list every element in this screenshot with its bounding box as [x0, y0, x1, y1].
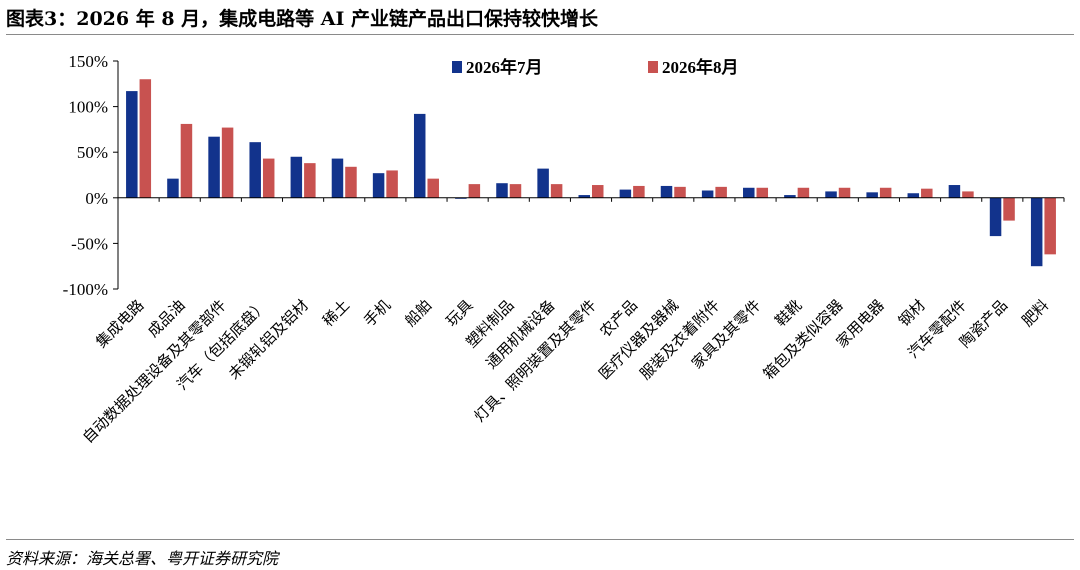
- bar-aug: [221, 127, 234, 198]
- y-tick-label: -100%: [63, 280, 108, 299]
- bar-aug: [509, 184, 522, 198]
- bar-jul: [496, 183, 508, 198]
- bar-aug: [962, 191, 974, 198]
- y-tick-label: 0%: [85, 189, 108, 208]
- bar-aug: [262, 158, 275, 198]
- bar-aug: [921, 188, 933, 198]
- bar-jul: [413, 113, 426, 198]
- bar-aug: [139, 79, 152, 198]
- category-label: 肥料: [1018, 296, 1052, 330]
- bar-jul: [743, 187, 755, 198]
- bar-aug: [180, 123, 193, 198]
- bar-jul: [537, 168, 549, 198]
- bar-jul: [907, 193, 920, 198]
- legend-swatch: [452, 61, 462, 73]
- legend-label: 2026年8月: [662, 57, 739, 77]
- y-tick-label: 50%: [77, 143, 108, 162]
- bar-jul: [249, 142, 261, 198]
- bar-jul: [208, 136, 220, 198]
- bar-aug: [633, 185, 645, 198]
- legend-label: 2026年7月: [466, 57, 543, 77]
- y-tick-label: -50%: [71, 234, 108, 253]
- x-axis: 集成电路成品油自动数据处理设备及其零部件汽车（包括底盘）未锻轧铝及铝材 稀土 手机船…: [79, 197, 1065, 447]
- bar-jul: [167, 178, 179, 198]
- bar-jul: [578, 195, 590, 198]
- bar-jul: [290, 156, 303, 198]
- title-divider: [6, 34, 1074, 35]
- category-label: 稀土: [319, 296, 353, 330]
- legend: 2026年7月 2026年8月: [452, 57, 739, 77]
- bar-jul: [948, 185, 961, 198]
- bar-aug: [756, 187, 769, 198]
- source-note: 资料来源：海关总署、粤开证券研究院: [6, 549, 279, 568]
- bar-aug: [674, 186, 686, 198]
- legend-swatch: [648, 61, 658, 73]
- y-axis: -100% -50% 0% 50% 100% 150%: [63, 52, 119, 299]
- bar-jul: [825, 191, 837, 198]
- category-label: 钢材: [895, 296, 929, 330]
- category-label: 手机: [360, 296, 394, 330]
- source-divider: [6, 539, 1074, 540]
- bar-jul: [866, 192, 878, 198]
- bar-aug: [427, 178, 439, 198]
- bar-aug: [386, 170, 398, 198]
- bar-aug: [468, 184, 481, 198]
- category-label: 船舶: [401, 296, 435, 330]
- bars: [126, 79, 1056, 267]
- bar-jul: [372, 173, 385, 198]
- bar-jul: [331, 158, 344, 198]
- bar-aug: [550, 184, 563, 198]
- y-tick-label: 100%: [68, 98, 108, 117]
- bar-jul: [126, 91, 138, 198]
- bar-aug: [879, 187, 892, 198]
- bar-aug: [797, 187, 810, 198]
- bar-aug: [1044, 197, 1056, 255]
- bar-aug: [838, 187, 851, 198]
- y-tick-label: 150%: [68, 52, 108, 71]
- bar-jul: [660, 185, 673, 198]
- bar-aug: [345, 166, 357, 198]
- bar-jul: [989, 197, 1002, 237]
- category-label: 集成电路: [92, 296, 147, 351]
- bar-jul: [784, 195, 796, 198]
- bar-aug: [304, 163, 316, 198]
- bar-jul: [701, 190, 714, 198]
- category-label: 鞋靴: [772, 296, 806, 330]
- bar-jul: [619, 189, 632, 198]
- bar-aug: [715, 186, 727, 198]
- bar-aug: [592, 185, 604, 198]
- bar-aug: [1003, 197, 1015, 221]
- bar-jul: [1030, 197, 1043, 267]
- chart-title: 图表3：2026 年 8 月，集成电路等 AI 产业链产品出口保持较快增长: [6, 8, 599, 30]
- bar-chart: -100% -50% 0% 50% 100% 150% 集成电路成品油自动数据处理设备及其…: [63, 52, 1065, 447]
- category-label: 玩具: [442, 296, 476, 330]
